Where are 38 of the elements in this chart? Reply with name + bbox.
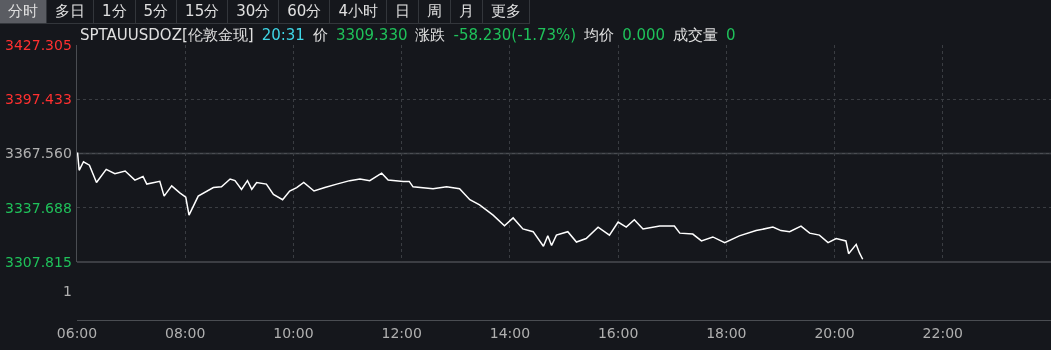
line-series [77,151,864,261]
y-tick-label: 3367.560 [5,145,72,161]
x-tick-label: 10:00 [273,324,314,341]
y-tick-label: 3397.433 [5,91,72,107]
text: 月 [450,0,483,24]
text: 涨跌 [415,26,446,44]
x-tick-label: 16:00 [597,324,639,341]
text: 0 [726,26,736,44]
chart-title: SPTAUUSDOZ[伦敦金现] [80,26,254,44]
text: 分时 [0,0,47,24]
text: 20:31 [261,26,305,44]
text: 日 [386,0,419,24]
text: 3309.330 [335,26,408,44]
text: 4小时 [330,0,387,24]
text: 价 [312,26,328,44]
text: 0.000 [622,26,666,44]
text: 30分 [228,0,280,24]
text: 5分 [135,0,178,24]
x-tick-label: 08:00 [165,324,206,341]
text: 15分 [177,0,229,24]
text: 60分 [279,0,331,24]
x-tick-label: 06:00 [56,324,98,341]
text: 多日 [47,0,94,24]
x-tick-label: 22:00 [922,324,963,341]
y-tick-label: 3307.815 [5,254,72,270]
x-tick-label: 20:00 [814,324,855,341]
text: 成交量 [673,26,719,44]
y-tick-label: 3427.305 [5,37,72,53]
text: 更多 [482,0,530,24]
x-tick-label: 12:00 [381,324,422,341]
y-tick-label: 3337.688 [5,200,72,216]
text: 1分 [94,0,136,24]
text: 均价 [584,26,615,44]
text: 1 [63,283,72,299]
x-tick-label: 18:00 [706,324,747,341]
text: 周 [418,0,451,24]
x-tick-label: 14:00 [489,324,531,341]
text: -58.230(-1.73%) [453,26,577,44]
